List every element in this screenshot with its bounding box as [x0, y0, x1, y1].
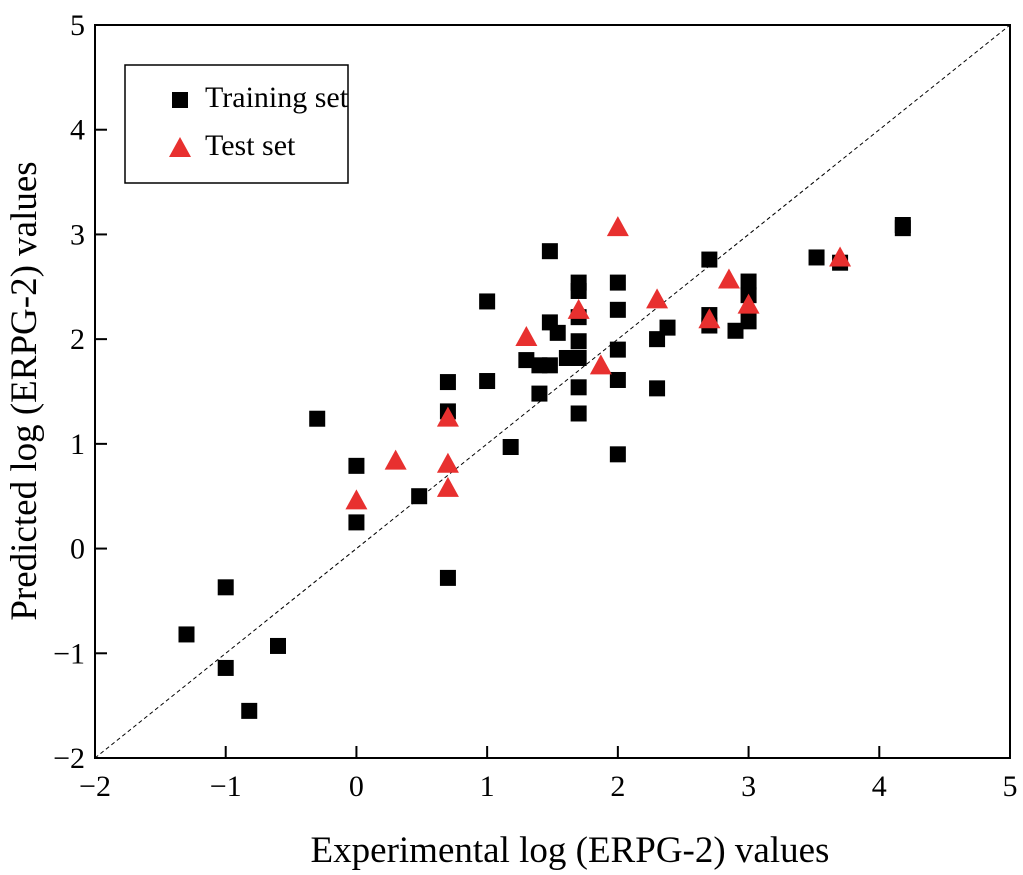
x-tick-label: 0 [349, 770, 364, 803]
point [829, 246, 852, 267]
point [606, 216, 629, 237]
y-axis-label: Predicted log (ERPG-2) values [4, 161, 45, 620]
point [217, 579, 234, 596]
point [808, 249, 825, 266]
point [479, 373, 496, 390]
point [646, 288, 669, 309]
y-tick-label: 5 [70, 9, 85, 42]
point [894, 220, 911, 237]
point [515, 326, 538, 347]
point [439, 374, 456, 391]
point [549, 324, 566, 341]
y-tick-label: 3 [70, 218, 85, 251]
point [502, 438, 519, 455]
x-tick-label: 4 [872, 770, 887, 803]
point [727, 322, 744, 339]
point [698, 308, 721, 329]
x-tick-label: −1 [210, 770, 242, 803]
legend-marker [172, 92, 188, 108]
point [609, 301, 626, 318]
y-tick-label: 4 [70, 114, 85, 147]
point [348, 457, 365, 474]
point [541, 357, 558, 374]
x-axis-label: Experimental log (ERPG-2) values [311, 830, 830, 871]
point [439, 569, 456, 586]
point [570, 405, 587, 422]
point [541, 243, 558, 260]
point [570, 349, 587, 366]
point [737, 293, 760, 314]
plot-frame [94, 24, 1011, 759]
point [384, 449, 407, 470]
point [518, 352, 535, 369]
y-tick-label: 0 [70, 533, 85, 566]
point [609, 446, 626, 463]
y-tick-label: 1 [70, 428, 85, 461]
point [570, 333, 587, 350]
point [345, 489, 368, 510]
point [436, 476, 459, 497]
legend-label: Test set [205, 129, 296, 162]
point [740, 273, 757, 290]
point [649, 380, 666, 397]
y-tick-label: −1 [53, 637, 85, 670]
legend-marker [169, 137, 191, 157]
point [570, 379, 587, 396]
point [178, 626, 195, 643]
legend-box [124, 64, 349, 184]
point [717, 268, 740, 289]
point [436, 452, 459, 473]
x-tick-label: 3 [741, 770, 756, 803]
point [740, 313, 757, 330]
x-tick-label: −2 [79, 770, 111, 803]
point [567, 298, 590, 319]
point [609, 371, 626, 388]
x-tick-label: 2 [610, 770, 625, 803]
x-tick-label: 5 [1003, 770, 1018, 803]
point [589, 354, 612, 375]
y-tick-label: 2 [70, 323, 85, 356]
point [659, 319, 676, 336]
point [436, 406, 459, 427]
point [411, 488, 428, 505]
point [531, 385, 548, 402]
point [217, 659, 234, 676]
point [609, 274, 626, 291]
point [348, 514, 365, 531]
legend-label: Training set [205, 81, 349, 114]
point [701, 251, 718, 268]
point [609, 341, 626, 358]
point [570, 282, 587, 299]
identity-line [94, 24, 1011, 759]
point [309, 410, 326, 427]
y-tick-label: −2 [53, 742, 85, 775]
point [241, 702, 258, 719]
x-tick-label: 1 [480, 770, 495, 803]
point [270, 637, 286, 654]
point [479, 293, 496, 310]
